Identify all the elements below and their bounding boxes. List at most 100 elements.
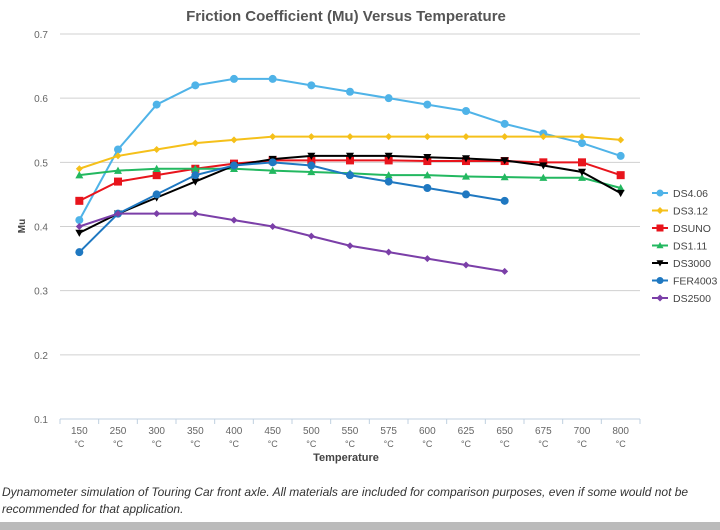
x-tick-label: 575 bbox=[380, 426, 397, 437]
x-tick-label: 625 bbox=[458, 426, 475, 437]
data-point bbox=[423, 184, 432, 192]
data-point bbox=[230, 136, 238, 144]
x-tick-unit: °C bbox=[74, 439, 85, 449]
data-point bbox=[462, 261, 470, 269]
data-point bbox=[578, 158, 586, 167]
y-tick-label: 0.6 bbox=[34, 94, 48, 105]
data-point bbox=[230, 161, 238, 170]
data-point bbox=[268, 74, 277, 83]
x-tick-unit: °C bbox=[577, 439, 588, 449]
data-point bbox=[423, 133, 431, 141]
data-point bbox=[307, 167, 316, 176]
x-tick-label: 800 bbox=[612, 426, 629, 437]
data-point bbox=[384, 156, 393, 165]
data-point bbox=[616, 184, 625, 192]
x-axis-label: Temperature bbox=[313, 452, 379, 464]
data-point bbox=[75, 216, 84, 225]
data-point bbox=[346, 152, 354, 160]
y-tick-label: 0.1 bbox=[34, 415, 48, 426]
data-point bbox=[578, 139, 586, 148]
legend-item: FER4003 bbox=[673, 276, 718, 288]
legend-item: DSUNO bbox=[673, 223, 711, 235]
series-line-fer4003 bbox=[78, 161, 505, 253]
data-point bbox=[501, 133, 509, 141]
data-point bbox=[153, 210, 161, 218]
data-point bbox=[191, 210, 199, 218]
data-point bbox=[578, 173, 586, 181]
legend-item: DS1.11 bbox=[673, 241, 707, 253]
data-point bbox=[268, 166, 277, 174]
data-point bbox=[384, 177, 393, 186]
x-tick-unit: °C bbox=[190, 439, 201, 449]
y-tick-label: 0.4 bbox=[34, 223, 48, 234]
data-point bbox=[384, 94, 393, 103]
x-tick-unit: °C bbox=[461, 439, 472, 449]
legend-item: DS2500 bbox=[673, 293, 711, 305]
legend-marker bbox=[656, 189, 664, 197]
data-point bbox=[423, 154, 432, 162]
data-point bbox=[75, 196, 84, 205]
data-point bbox=[501, 267, 509, 275]
data-point bbox=[152, 164, 161, 172]
x-tick-label: 450 bbox=[264, 426, 281, 437]
x-tick-unit: °C bbox=[229, 439, 240, 449]
data-point bbox=[346, 242, 354, 250]
x-tick-label: 400 bbox=[226, 426, 243, 437]
x-tick-label: 250 bbox=[110, 426, 127, 437]
data-point bbox=[269, 223, 277, 230]
x-tick-unit: °C bbox=[384, 439, 395, 449]
data-point bbox=[500, 173, 509, 181]
data-point bbox=[75, 165, 83, 173]
x-tick-label: 650 bbox=[496, 426, 513, 437]
x-tick-unit: °C bbox=[616, 439, 627, 449]
data-point bbox=[114, 210, 122, 218]
x-tick-label: 550 bbox=[342, 426, 359, 437]
data-point bbox=[616, 151, 625, 160]
data-point bbox=[307, 133, 315, 141]
data-point bbox=[462, 107, 470, 115]
data-point bbox=[539, 133, 547, 141]
data-point bbox=[385, 248, 393, 256]
legend-marker bbox=[656, 242, 664, 249]
y-tick-label: 0.2 bbox=[34, 351, 48, 362]
data-point bbox=[114, 177, 122, 186]
data-point bbox=[268, 158, 277, 167]
data-point bbox=[75, 248, 84, 257]
data-point bbox=[191, 171, 200, 180]
bottom-border bbox=[0, 522, 720, 530]
data-point bbox=[114, 145, 122, 154]
data-point bbox=[423, 100, 432, 109]
legend-marker bbox=[656, 277, 664, 284]
legend-item: DS3.12 bbox=[673, 206, 708, 218]
x-tick-unit: °C bbox=[306, 439, 317, 449]
data-point bbox=[385, 133, 393, 141]
y-axis-label: Mu bbox=[17, 219, 28, 233]
data-point bbox=[423, 255, 431, 263]
line-chart: Friction Coefficient (Mu) Versus Tempera… bbox=[17, 8, 718, 464]
legend-marker bbox=[656, 260, 664, 267]
data-point bbox=[346, 171, 354, 180]
data-point bbox=[75, 171, 84, 179]
data-point bbox=[500, 196, 509, 205]
x-tick-unit: °C bbox=[500, 439, 511, 449]
data-point bbox=[539, 173, 548, 181]
x-tick-unit: °C bbox=[345, 439, 356, 449]
data-point bbox=[462, 155, 470, 163]
data-point bbox=[153, 146, 161, 153]
data-point bbox=[539, 158, 548, 167]
data-point bbox=[578, 168, 586, 176]
data-point bbox=[539, 162, 548, 170]
data-point bbox=[384, 152, 393, 160]
x-tick-label: 150 bbox=[71, 426, 88, 437]
data-point bbox=[230, 216, 238, 224]
x-tick-unit: °C bbox=[113, 439, 124, 449]
x-tick-label: 300 bbox=[148, 426, 165, 437]
legend-marker bbox=[656, 294, 664, 302]
y-tick-label: 0.7 bbox=[34, 30, 48, 41]
data-point bbox=[152, 190, 161, 199]
data-point bbox=[616, 189, 625, 198]
series-line-ds2500 bbox=[79, 212, 505, 273]
data-point bbox=[230, 74, 238, 83]
data-point bbox=[152, 171, 161, 180]
legend-marker bbox=[656, 224, 664, 232]
